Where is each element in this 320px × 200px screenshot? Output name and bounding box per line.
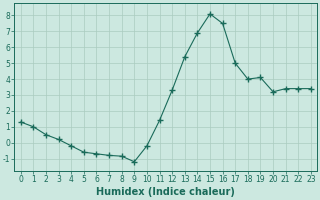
X-axis label: Humidex (Indice chaleur): Humidex (Indice chaleur) [96,187,235,197]
